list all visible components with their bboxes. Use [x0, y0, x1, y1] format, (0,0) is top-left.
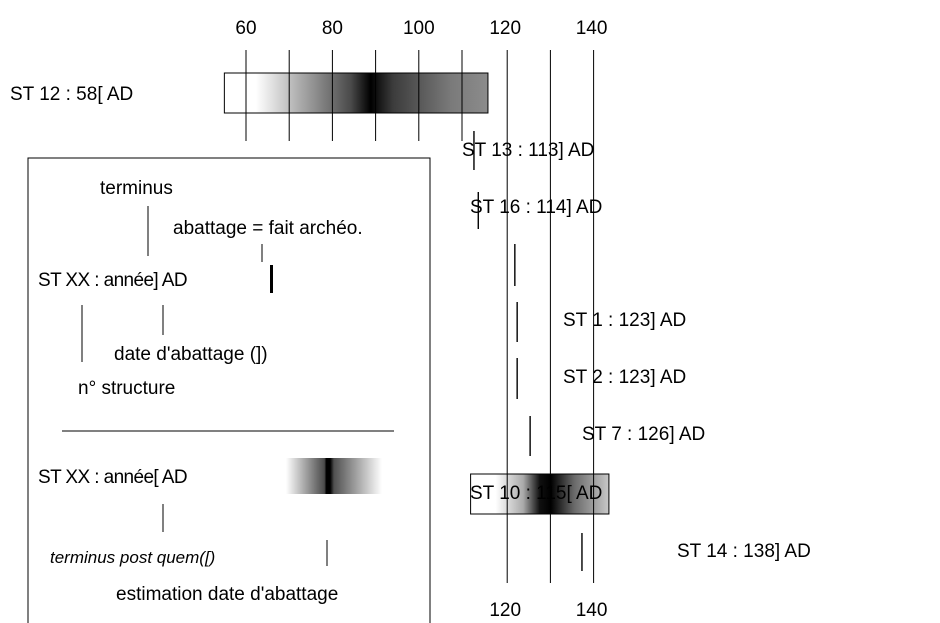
x-tick-top-140: 140	[576, 18, 608, 39]
legend-gradient-sample	[286, 458, 382, 494]
range-bar-st12	[223, 72, 489, 114]
x-tick-top-100: 100	[403, 18, 435, 39]
sample-label-st12: ST 12 : 58[ AD	[10, 84, 133, 105]
x-tick-bottom-120: 120	[489, 600, 521, 621]
sample-label-st2: ST 2 : 123] AD	[563, 367, 686, 388]
sample-labels: ST 12 : 58[ AD ST 13 : 113] AD ST 16 : 114…	[10, 84, 811, 562]
range-bar-st10	[470, 473, 610, 515]
sample-label-st13: ST 13 : 113] AD	[462, 140, 594, 161]
range-bars	[223, 72, 610, 515]
legend-structure-label: n° structure	[78, 378, 175, 399]
legend-date-label: date d'abattage (])	[114, 344, 268, 365]
sample-label-st1: ST 1 : 123] AD	[563, 310, 686, 331]
year-gridlines	[245, 50, 595, 583]
legend-tpq-example: ST XX : année[ AD	[38, 467, 187, 488]
x-tick-bottom-140: 140	[576, 600, 608, 621]
legend-estimation-label: estimation date d'abattage	[116, 584, 338, 605]
x-tick-top-60: 60	[235, 18, 256, 39]
x-axis-bottom: 120 140	[489, 600, 607, 621]
felling-date-ticks	[473, 131, 583, 571]
legend-felling-tick	[270, 265, 273, 293]
x-tick-top-120: 120	[489, 18, 521, 39]
sample-label-st7: ST 7 : 126] AD	[582, 424, 705, 445]
legend: terminus abattage = fait archéo. ST XX :…	[27, 157, 431, 623]
sample-label-st16: ST 16 : 114] AD	[470, 197, 602, 218]
legend-terminus-label: terminus	[100, 178, 173, 199]
legend-frame	[27, 157, 431, 623]
x-tick-top-80: 80	[322, 18, 343, 39]
legend-felling-example: ST XX : année] AD	[38, 270, 187, 291]
legend-tpq-label: terminus post quem([)	[50, 548, 215, 567]
sample-label-st14: ST 14 : 138] AD	[677, 541, 811, 562]
x-axis-top: 60 80 100 120 140	[235, 18, 607, 39]
sample-label-st10: ST 10 : 115[ AD	[470, 483, 602, 504]
legend-abattage-label: abattage = fait archéo.	[173, 218, 363, 239]
